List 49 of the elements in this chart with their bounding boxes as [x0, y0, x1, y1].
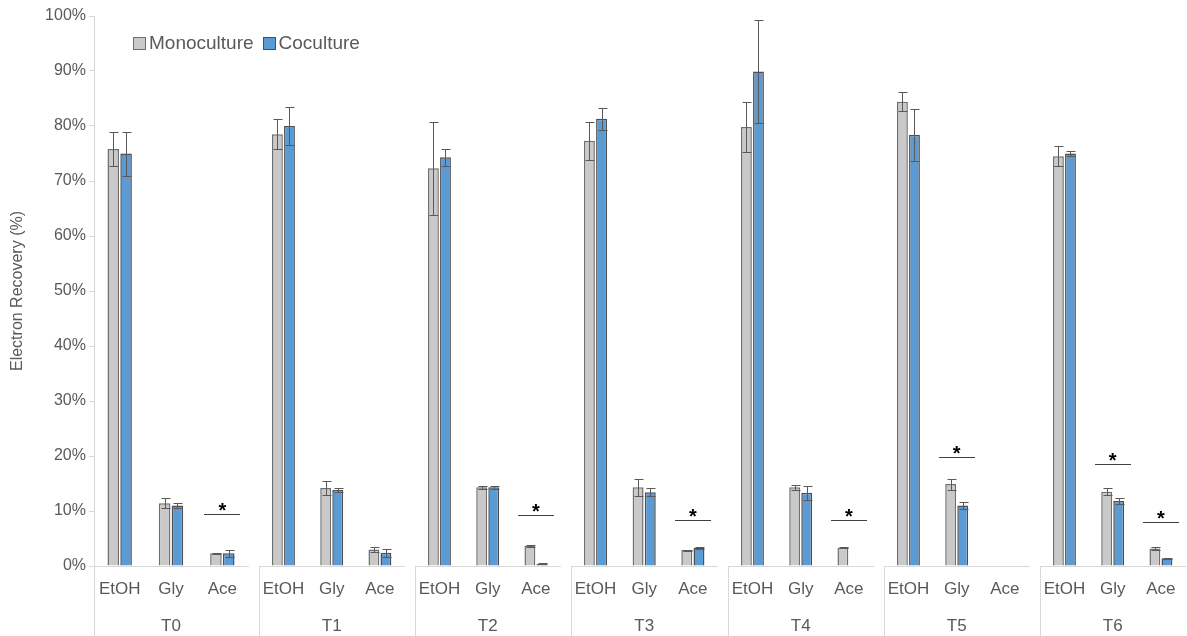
x-tick-label: Ace [990, 578, 1020, 598]
x-tick-label: Gly [787, 578, 814, 598]
y-tick-label: 60% [53, 226, 86, 244]
y-tick-label: 100% [45, 6, 86, 24]
x-tick-label: Gly [631, 578, 658, 598]
x-tick-label: EtOH [574, 578, 617, 598]
annotation: * [952, 441, 961, 464]
y-tick-label: 90% [53, 61, 86, 79]
x-tick-label: Gly [1099, 578, 1126, 598]
x-tick-label: Ace [678, 578, 708, 598]
x-axis-title: T4 [790, 616, 811, 636]
annotation: * [845, 505, 854, 528]
x-axis-title: T6 [1102, 616, 1123, 636]
x-axis-title: T0 [161, 616, 181, 636]
x-tick-label: Ace [365, 578, 395, 598]
y-tick-label: 70% [53, 171, 86, 189]
annotation: * [218, 499, 227, 522]
y-tick-label: 50% [53, 281, 86, 299]
x-tick-label: EtOH [731, 578, 774, 598]
x-tick-label: Gly [474, 578, 501, 598]
x-tick-label: EtOH [887, 578, 930, 598]
x-tick-label: EtOH [98, 578, 141, 598]
y-tick-label: 30% [53, 391, 86, 409]
y-tick-label: 0% [62, 556, 86, 574]
x-tick-label: Ace [207, 578, 237, 598]
x-tick-label: Gly [158, 578, 185, 598]
x-tick-label: EtOH [418, 578, 461, 598]
annotation: * [1157, 507, 1166, 530]
x-tick-label: Ace [1146, 578, 1176, 598]
x-axis-title: T2 [477, 616, 498, 636]
x-tick-label: Ace [521, 578, 551, 598]
legend-label: Coculture [278, 32, 360, 54]
x-axis-title: T5 [946, 616, 967, 636]
x-tick-label: EtOH [262, 578, 305, 598]
y-tick-label: 40% [53, 336, 86, 354]
annotation: * [532, 499, 541, 522]
x-tick-label: EtOH [1043, 578, 1086, 598]
x-tick-label: Gly [943, 578, 970, 598]
x-axis-title: T1 [321, 616, 342, 636]
x-axis-title: T3 [634, 616, 655, 636]
legend-label: Monoculture [149, 32, 254, 54]
y-tick-label: 10% [53, 501, 86, 519]
y-tick-label: 20% [53, 446, 86, 464]
y-axis-title: Electron Recovery (%) [8, 210, 26, 372]
x-tick-label: Ace [834, 578, 864, 598]
x-tick-label: Gly [318, 578, 345, 598]
annotation: * [1108, 449, 1117, 472]
y-tick-label: 80% [53, 116, 86, 134]
annotation: * [688, 504, 697, 527]
